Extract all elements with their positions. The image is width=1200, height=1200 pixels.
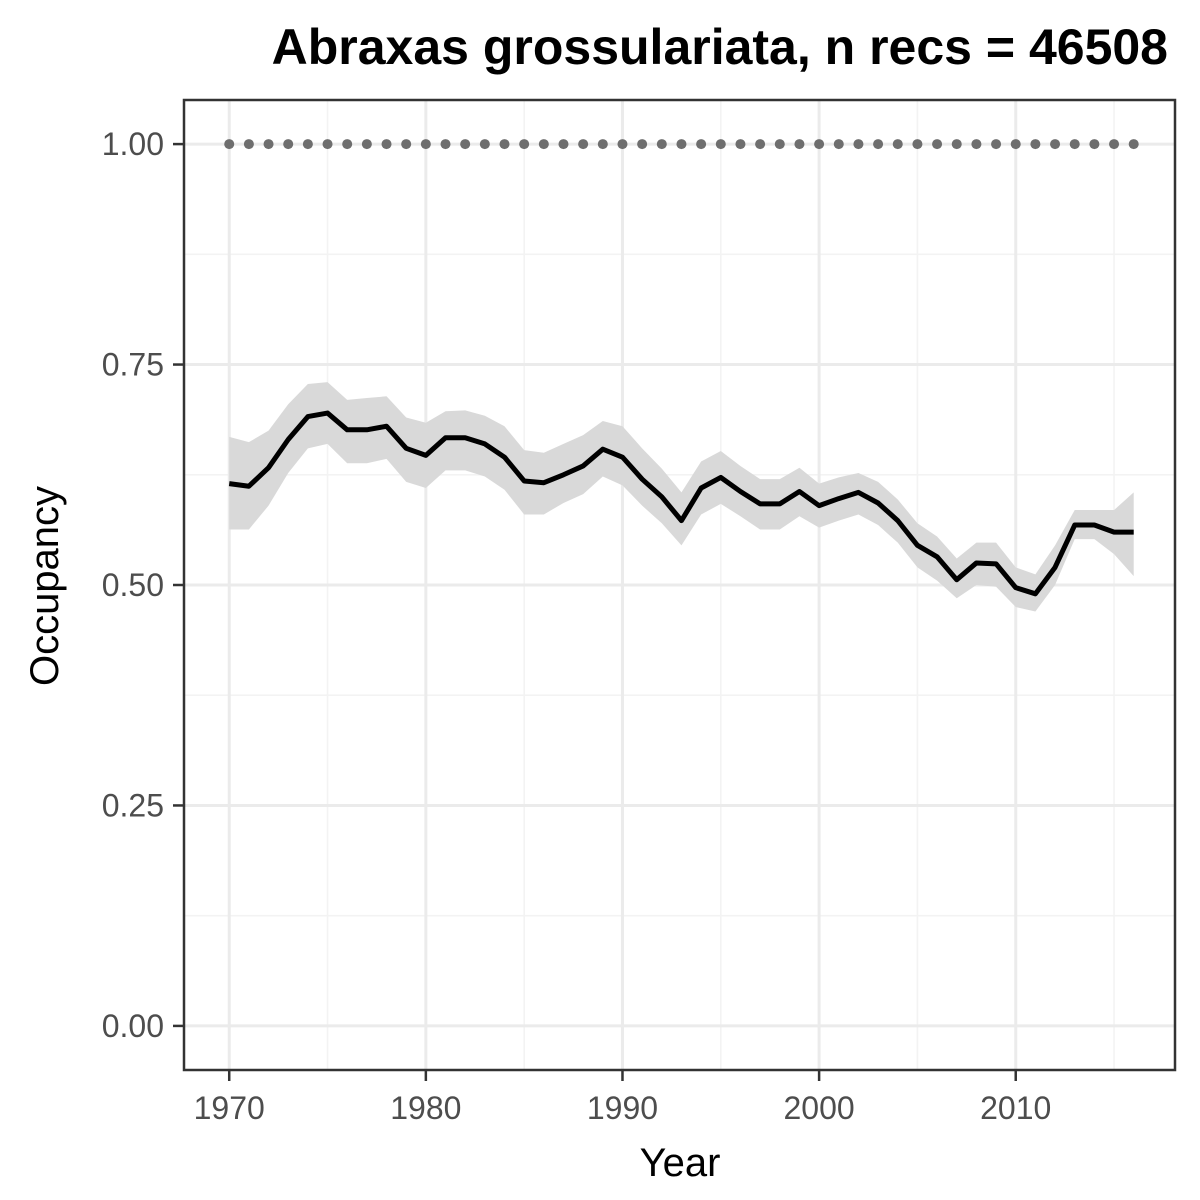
reference-point (971, 139, 982, 150)
x-tick-label: 1990 (587, 1090, 658, 1126)
reference-point (833, 139, 844, 150)
reference-point (263, 139, 274, 150)
y-tick-label: 0.00 (102, 1008, 164, 1044)
reference-point (932, 139, 943, 150)
reference-point (519, 139, 530, 150)
reference-point (224, 139, 235, 150)
reference-point (1050, 139, 1061, 150)
reference-point (342, 139, 353, 150)
y-tick-label: 0.25 (102, 787, 164, 823)
reference-point (755, 139, 766, 150)
reference-point (558, 139, 569, 150)
y-tick-label: 0.75 (102, 347, 164, 383)
reference-point (656, 139, 667, 150)
reference-point (538, 139, 549, 150)
x-tick-label: 1980 (390, 1090, 461, 1126)
x-axis-title: Year (640, 1141, 721, 1185)
reference-point (578, 139, 589, 150)
reference-point (1089, 139, 1100, 150)
reference-point (794, 139, 805, 150)
reference-point (361, 139, 372, 150)
reference-point (1109, 139, 1120, 150)
reference-point (892, 139, 903, 150)
reference-point (302, 139, 313, 150)
reference-point (617, 139, 628, 150)
reference-point (853, 139, 864, 150)
reference-point (696, 139, 707, 150)
reference-point (774, 139, 785, 150)
reference-point (715, 139, 726, 150)
axes: 1970 1980 1990 2000 2010 0.00 0.25 0.50 0.75 1.00 (102, 98, 1177, 1126)
reference-point (637, 139, 648, 150)
plot-area (184, 100, 1175, 1070)
reference-point (814, 139, 825, 150)
x-tick-label: 1970 (194, 1090, 265, 1126)
reference-point (479, 139, 490, 150)
occupancy-line (228, 410, 1134, 597)
reference-point (1069, 139, 1080, 150)
reference-point (1010, 139, 1021, 150)
reference-point (243, 139, 254, 150)
reference-point (1030, 139, 1041, 150)
reference-point (322, 139, 333, 150)
reference-point (991, 139, 1002, 150)
reference-point (676, 139, 687, 150)
reference-point (499, 139, 510, 150)
reference-point (873, 139, 884, 150)
x-tick-label: 2000 (784, 1090, 855, 1126)
reference-point (381, 139, 392, 150)
y-axis-title: Occupancy (23, 486, 67, 686)
reference-point (401, 139, 412, 150)
reference-point (460, 139, 471, 150)
reference-point (283, 139, 294, 150)
reference-point (1128, 139, 1139, 150)
x-tick-label: 2010 (980, 1090, 1051, 1126)
reference-point (912, 139, 923, 150)
reference-point (440, 139, 451, 150)
y-tick-label: 0.50 (102, 567, 164, 603)
y-tick-label: 1.00 (102, 126, 164, 162)
reference-point (735, 139, 746, 150)
reference-point (420, 139, 431, 150)
reference-point (597, 139, 608, 150)
chart-title: Abraxas grossulariata, n recs = 46508 (272, 19, 1168, 75)
reference-point (951, 139, 962, 150)
